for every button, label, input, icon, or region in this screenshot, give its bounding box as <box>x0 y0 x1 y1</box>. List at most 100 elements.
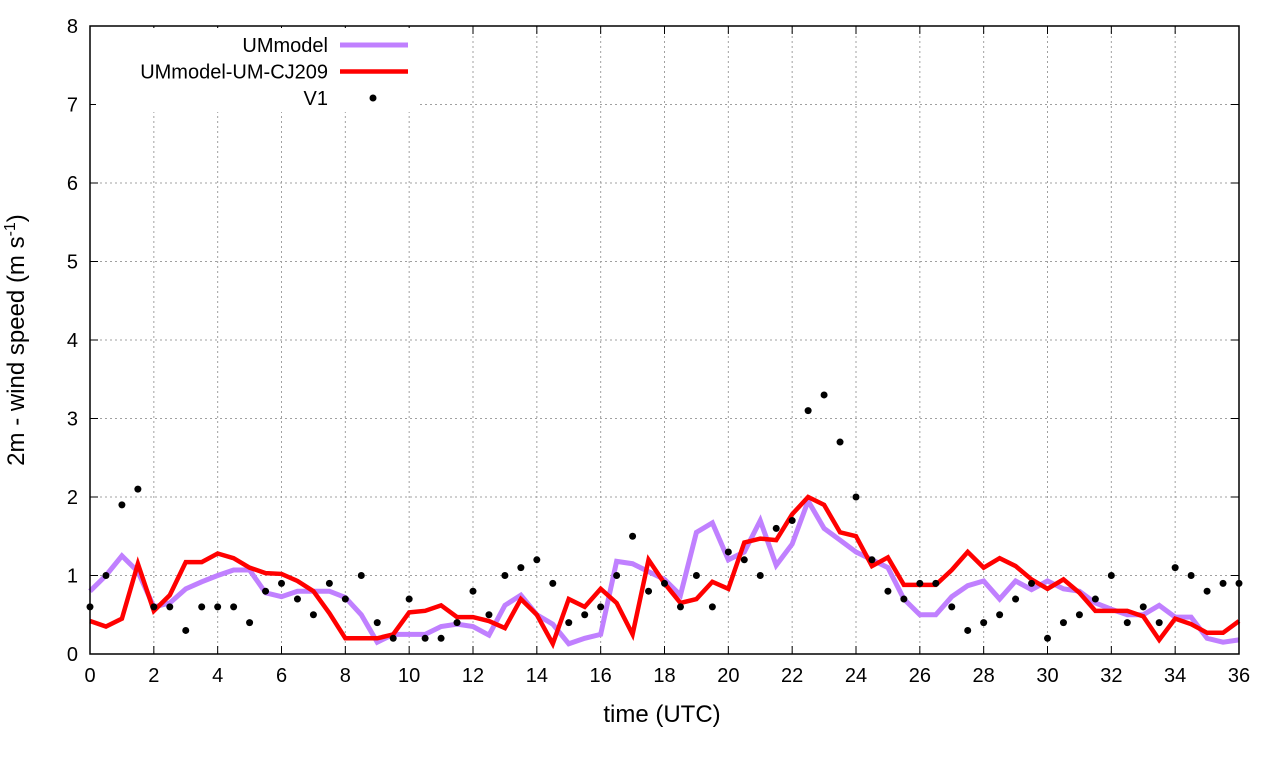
series-v1-point <box>1044 634 1051 642</box>
series-v1-point <box>293 595 301 603</box>
legend: UMmodel UMmodel-UM-CJ209 V1 <box>96 28 420 112</box>
x-tick-label: 24 <box>845 665 867 687</box>
series-v1-point <box>884 587 892 595</box>
series-v1-point <box>597 603 605 611</box>
legend-swatch <box>369 94 377 102</box>
series-v1-point <box>405 595 413 603</box>
x-tick-label: 12 <box>462 665 484 687</box>
y-tick-label: 2 <box>67 487 78 509</box>
series-v1-point <box>1203 587 1211 595</box>
series-v1-point <box>900 595 908 603</box>
series-v1-point <box>868 556 876 564</box>
series-v1-point <box>134 485 142 493</box>
tick-labels: 0 2 4 6 8 10 12 14 16 18 20 22 24 26 28 30 32 34 360123456… <box>67 16 1250 687</box>
series-v1-point <box>724 548 732 556</box>
series-v1-point <box>246 619 254 627</box>
series-v1-point <box>1139 603 1147 611</box>
series-v1-point <box>708 603 716 611</box>
series-v1-point <box>389 634 397 642</box>
series-v1-point <box>198 603 206 611</box>
x-tick-label: 34 <box>1164 665 1186 687</box>
x-tick-label: 4 <box>212 665 223 687</box>
series-v1-point <box>150 603 158 611</box>
series-v1-point <box>804 407 812 415</box>
series-v1-point <box>102 572 110 579</box>
x-tick-label: 20 <box>717 665 739 687</box>
series-v1-point <box>645 587 653 595</box>
series-v1-point <box>1187 572 1195 579</box>
x-tick-label: 8 <box>340 665 351 687</box>
series-v1-point <box>1012 595 1020 603</box>
x-tick-label: 32 <box>1100 665 1122 687</box>
legend-label: UMmodel-UM-CJ209 <box>140 62 328 84</box>
series-v1-point <box>325 579 333 587</box>
series-v1-point <box>230 603 238 611</box>
y-tick-label: 6 <box>67 173 78 195</box>
series-v1-point <box>676 603 684 611</box>
series-v1-point <box>341 595 349 603</box>
series-v1-point <box>629 532 637 540</box>
series-v1-point <box>262 587 270 595</box>
series-v1-point <box>1123 619 1131 627</box>
series-v1-point <box>469 587 477 595</box>
series-v1-point <box>756 572 764 579</box>
y-tick-label: 8 <box>67 16 78 38</box>
series-v1-point <box>309 611 317 619</box>
series-v1-point <box>964 626 972 634</box>
series-v1-point <box>549 579 557 587</box>
series-v1-point <box>214 603 222 611</box>
series-v1-point <box>1171 564 1179 572</box>
series-v1-point <box>1107 572 1115 579</box>
series-v1-point <box>182 626 190 634</box>
series-v1-point <box>373 619 381 627</box>
grid <box>89 25 1240 655</box>
series-v1-point <box>932 579 940 587</box>
x-tick-label: 14 <box>526 665 548 687</box>
y-tick-label: 1 <box>67 566 78 588</box>
series-v1-point <box>533 556 541 564</box>
series-v1-point <box>437 634 445 642</box>
series-v1-point <box>692 572 700 579</box>
series-v1-point <box>788 517 796 525</box>
series-v1-point <box>980 619 988 627</box>
series-v1-point <box>613 572 621 579</box>
x-tick-label: 2 <box>148 665 159 687</box>
series-v1-point <box>996 611 1004 619</box>
x-tick-label: 0 <box>84 665 95 687</box>
x-tick-label: 26 <box>909 665 931 687</box>
series-v1-point <box>836 438 844 446</box>
series-v1-point <box>278 579 285 587</box>
series-v1-point <box>1155 619 1163 627</box>
x-tick-label: 6 <box>276 665 287 687</box>
series-v1-point <box>661 579 668 587</box>
series-v1-point <box>820 391 828 399</box>
series-v1-point <box>1059 619 1067 627</box>
y-tick-label: 0 <box>67 644 78 666</box>
plot-frame <box>89 25 1240 655</box>
series-layer <box>86 391 1243 650</box>
series-v1-point <box>1219 579 1227 587</box>
y-tick-label: 7 <box>67 95 78 117</box>
y-tick-label: 3 <box>67 409 78 431</box>
series-v1-point <box>948 603 956 611</box>
x-tick-label: 22 <box>781 665 803 687</box>
y-tick-label: 4 <box>67 330 78 352</box>
legend-label: V1 <box>304 88 328 110</box>
series-v1-point <box>740 556 748 564</box>
series-v1-point <box>1091 595 1099 603</box>
x-tick-label: 10 <box>398 665 420 687</box>
series-v1-point <box>916 579 924 587</box>
series-v1-point <box>772 524 780 532</box>
x-tick-label: 18 <box>653 665 675 687</box>
y-axis-label: 2m - wind speed (m s-1) <box>2 214 30 466</box>
series-v1-point <box>357 572 365 579</box>
series-v1-point <box>1075 611 1083 619</box>
series-v1-point <box>166 603 174 611</box>
legend-label: UMmodel <box>242 35 328 57</box>
series-v1-point <box>581 611 589 619</box>
series-v1-point <box>852 493 860 501</box>
x-axis-label: time (UTC) <box>603 701 720 728</box>
series-v1-point <box>485 611 493 619</box>
series-v1-point <box>1028 579 1036 587</box>
